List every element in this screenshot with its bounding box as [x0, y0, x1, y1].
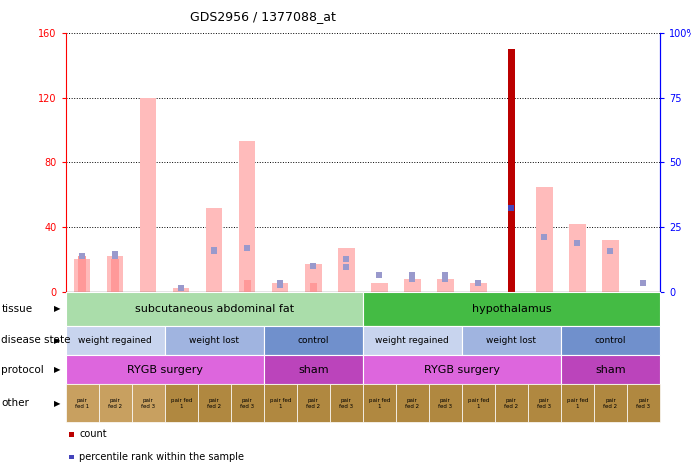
- Bar: [569, 224, 585, 292]
- Text: pair
fed 2: pair fed 2: [306, 398, 321, 409]
- Text: control: control: [298, 336, 329, 345]
- Bar: [508, 49, 515, 292]
- Text: GDS2956 / 1377088_at: GDS2956 / 1377088_at: [189, 10, 336, 23]
- Text: weight regained: weight regained: [78, 336, 152, 345]
- Text: pair fed
1: pair fed 1: [368, 398, 390, 409]
- Bar: [173, 288, 189, 292]
- Text: protocol: protocol: [1, 365, 44, 375]
- Text: pair
fed 3: pair fed 3: [240, 398, 254, 409]
- Text: RYGB surgery: RYGB surgery: [424, 365, 500, 375]
- Text: sham: sham: [595, 365, 625, 375]
- Bar: [239, 141, 256, 292]
- Bar: [107, 256, 124, 292]
- Text: pair
fed 3: pair fed 3: [538, 398, 551, 409]
- Text: ▶: ▶: [54, 365, 61, 374]
- Text: control: control: [595, 336, 626, 345]
- Text: weight lost: weight lost: [189, 336, 239, 345]
- Text: other: other: [1, 398, 29, 409]
- Text: ▶: ▶: [54, 304, 61, 313]
- Bar: [79, 256, 86, 292]
- Text: count: count: [79, 429, 107, 439]
- Text: pair
fed 2: pair fed 2: [504, 398, 518, 409]
- Bar: [272, 283, 288, 292]
- Bar: [111, 259, 119, 292]
- Text: pair
fed 2: pair fed 2: [108, 398, 122, 409]
- Text: pair
fed 3: pair fed 3: [141, 398, 155, 409]
- Text: percentile rank within the sample: percentile rank within the sample: [79, 452, 245, 462]
- Text: ▶: ▶: [54, 336, 61, 345]
- Text: pair
fed 3: pair fed 3: [438, 398, 453, 409]
- Text: pair fed
1: pair fed 1: [269, 398, 291, 409]
- Bar: [602, 240, 618, 292]
- Text: subcutaneous abdominal fat: subcutaneous abdominal fat: [135, 303, 294, 314]
- Text: pair
fed 3: pair fed 3: [636, 398, 650, 409]
- Bar: [536, 187, 553, 292]
- Text: weight regained: weight regained: [375, 336, 449, 345]
- Bar: [470, 283, 486, 292]
- Text: hypothalamus: hypothalamus: [471, 303, 551, 314]
- Text: pair
fed 2: pair fed 2: [603, 398, 618, 409]
- Text: RYGB surgery: RYGB surgery: [126, 365, 202, 375]
- Text: ▶: ▶: [54, 399, 61, 408]
- Bar: [243, 280, 251, 292]
- Bar: [338, 248, 354, 292]
- Text: sham: sham: [298, 365, 328, 375]
- Bar: [206, 208, 223, 292]
- Text: pair
fed 1: pair fed 1: [75, 398, 89, 409]
- Bar: [371, 283, 388, 292]
- Text: pair
fed 3: pair fed 3: [339, 398, 353, 409]
- Text: pair
fed 2: pair fed 2: [207, 398, 221, 409]
- Text: pair fed
1: pair fed 1: [567, 398, 588, 409]
- Text: weight lost: weight lost: [486, 336, 536, 345]
- Text: pair
fed 2: pair fed 2: [405, 398, 419, 409]
- Bar: [305, 264, 321, 292]
- Text: tissue: tissue: [1, 303, 32, 314]
- Text: pair fed
1: pair fed 1: [468, 398, 489, 409]
- Text: pair fed
1: pair fed 1: [171, 398, 192, 409]
- Bar: [74, 259, 91, 292]
- Bar: [404, 279, 421, 292]
- Bar: [437, 279, 453, 292]
- Bar: [140, 98, 156, 292]
- Text: disease state: disease state: [1, 335, 71, 346]
- Bar: [310, 283, 317, 292]
